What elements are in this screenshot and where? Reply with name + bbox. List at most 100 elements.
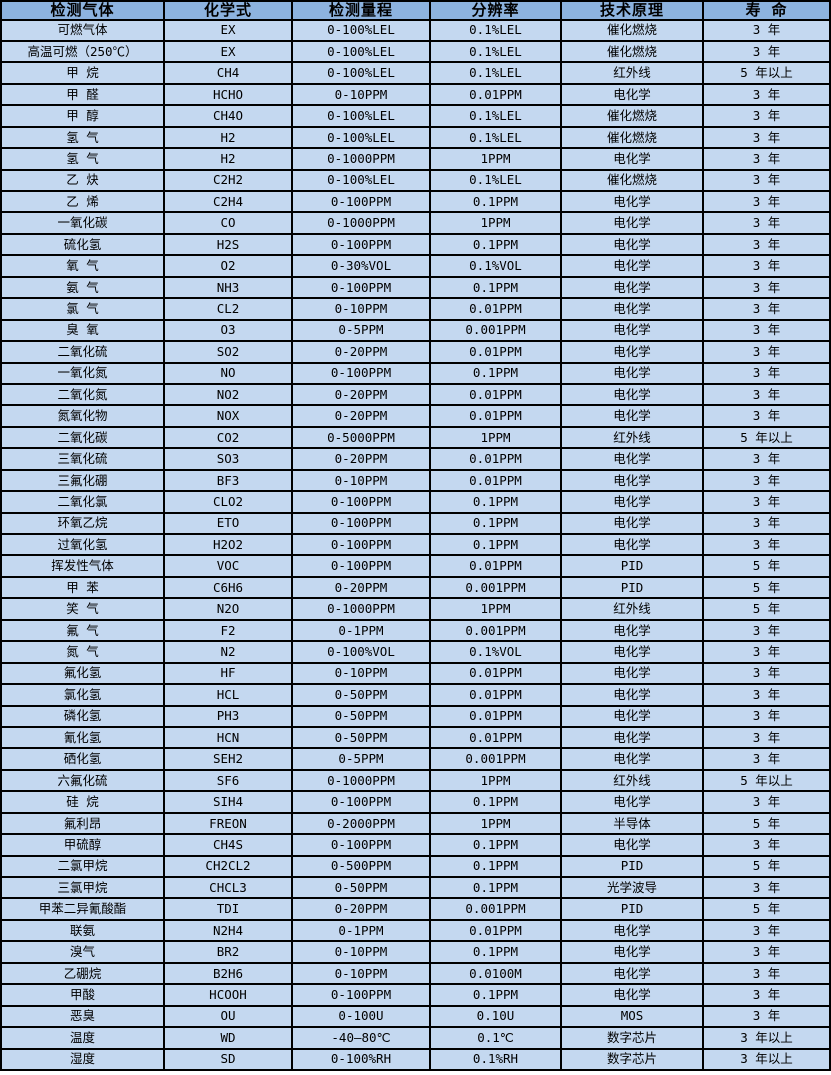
table-row: 三氯甲烷 CHCL3 0-50PPM 0.1PPM 光学波导 3 年: [0, 875, 831, 900]
cell-technology: 电化学: [560, 297, 704, 321]
cell-chemical-formula: SO2: [163, 340, 293, 364]
cell-detection-range: 0-100U: [291, 1004, 431, 1029]
cell-technology: 催化燃烧: [560, 168, 704, 193]
cell-technology: 电化学: [560, 189, 704, 214]
cell-resolution: 0.001PPM: [429, 575, 562, 600]
cell-detection-range: 0-100PPM: [291, 189, 431, 214]
cell-technology: 红外线: [560, 768, 704, 793]
cell-chemical-formula: NO2: [163, 382, 293, 407]
cell-detection-range: 0-10PPM: [291, 297, 431, 321]
cell-technology: 电化学: [560, 661, 704, 686]
table-row: 高温可燃（250℃） EX 0-100%LEL 0.1%LEL 催化燃烧 3 年: [0, 39, 831, 64]
cell-technology: PID: [560, 897, 704, 921]
cell-resolution: 0.01PPM: [429, 340, 562, 364]
cell-detection-range: 0-1PPM: [291, 618, 431, 643]
cell-detection-range: 0-1000PPM: [291, 147, 431, 171]
table-row: 氯化氢 HCL 0-50PPM 0.01PPM 电化学 3 年: [0, 683, 831, 707]
cell-detection-range: 0-10PPM: [291, 940, 431, 964]
cell-detection-range: 0-1000PPM: [291, 211, 431, 235]
cell-gas-name: 甲 烷: [0, 61, 165, 85]
cell-chemical-formula: HCL: [163, 683, 293, 707]
table-row: 氮 气 N2 0-100%VOL 0.1%VOL 电化学 3 年: [0, 640, 831, 664]
cell-resolution: 0.10U: [429, 1004, 562, 1029]
cell-chemical-formula: O3: [163, 318, 293, 343]
cell-resolution: 0.01PPM: [429, 704, 562, 728]
cell-gas-name: 氧 气: [0, 254, 165, 278]
cell-gas-name: 一氧化碳: [0, 211, 165, 235]
cell-technology: 电化学: [560, 275, 704, 300]
cell-lifespan: 5 年: [702, 575, 831, 600]
cell-chemical-formula: F2: [163, 618, 293, 643]
cell-lifespan: 3 年以上: [702, 1047, 831, 1071]
cell-technology: 电化学: [560, 82, 704, 107]
cell-chemical-formula: O2: [163, 254, 293, 278]
cell-gas-name: 氯化氢: [0, 683, 165, 707]
cell-gas-name: 氯 气: [0, 297, 165, 321]
cell-detection-range: 0-50PPM: [291, 875, 431, 900]
cell-lifespan: 5 年: [702, 554, 831, 578]
cell-lifespan: 3 年: [702, 683, 831, 707]
cell-resolution: 1PPM: [429, 597, 562, 621]
cell-detection-range: 0-100%LEL: [291, 125, 431, 150]
table-row: 甲酸 HCOOH 0-100PPM 0.1PPM 电化学 3 年: [0, 983, 831, 1007]
cell-technology: 半导体: [560, 811, 704, 836]
cell-chemical-formula: CH4: [163, 61, 293, 85]
cell-gas-name: 甲硫醇: [0, 833, 165, 857]
cell-resolution: 0.1PPM: [429, 940, 562, 964]
header-chemical-formula: 化学式: [163, 0, 293, 21]
cell-chemical-formula: SF6: [163, 768, 293, 793]
cell-lifespan: 5 年: [702, 897, 831, 921]
cell-resolution: 0.1℃: [429, 1026, 562, 1050]
cell-chemical-formula: HCN: [163, 725, 293, 750]
cell-detection-range: 0-100PPM: [291, 532, 431, 557]
cell-lifespan: 5 年: [702, 854, 831, 879]
cell-resolution: 0.1%RH: [429, 1047, 562, 1071]
header-gas-name: 检测气体: [0, 0, 165, 21]
cell-lifespan: 3 年: [702, 704, 831, 728]
cell-resolution: 0.01PPM: [429, 382, 562, 407]
cell-technology: 红外线: [560, 597, 704, 621]
cell-chemical-formula: SO3: [163, 447, 293, 471]
cell-resolution: 1PPM: [429, 211, 562, 235]
cell-gas-name: 氟利昂: [0, 811, 165, 836]
cell-chemical-formula: CH2CL2: [163, 854, 293, 879]
table-row: 氰化氢 HCN 0-50PPM 0.01PPM 电化学 3 年: [0, 725, 831, 750]
table-row: 恶臭 OU 0-100U 0.10U MOS 3 年: [0, 1004, 831, 1029]
cell-detection-range: 0-10PPM: [291, 961, 431, 986]
cell-resolution: 0.01PPM: [429, 468, 562, 493]
cell-lifespan: 3 年: [702, 382, 831, 407]
cell-lifespan: 5 年以上: [702, 61, 831, 85]
table-row: 一氧化氮 NO 0-100PPM 0.1PPM 电化学 3 年: [0, 361, 831, 385]
cell-technology: 电化学: [560, 447, 704, 471]
cell-resolution: 1PPM: [429, 147, 562, 171]
cell-gas-name: 六氟化硫: [0, 768, 165, 793]
cell-resolution: 0.1PPM: [429, 854, 562, 879]
cell-detection-range: 0-20PPM: [291, 404, 431, 428]
cell-detection-range: 0-1000PPM: [291, 768, 431, 793]
table-row: 过氧化氢 H2O2 0-100PPM 0.1PPM 电化学 3 年: [0, 532, 831, 557]
cell-detection-range: 0-100PPM: [291, 232, 431, 257]
cell-resolution: 1PPM: [429, 425, 562, 450]
cell-lifespan: 3 年: [702, 511, 831, 536]
cell-chemical-formula: NO: [163, 361, 293, 385]
cell-technology: PID: [560, 575, 704, 600]
table-row: 二氧化碳 CO2 0-5000PPM 1PPM 红外线 5 年以上: [0, 425, 831, 450]
cell-technology: 电化学: [560, 468, 704, 493]
table-row: 甲硫醇 CH4S 0-100PPM 0.1PPM 电化学 3 年: [0, 833, 831, 857]
cell-lifespan: 3 年: [702, 254, 831, 278]
cell-detection-range: 0-30%VOL: [291, 254, 431, 278]
cell-resolution: 0.01PPM: [429, 554, 562, 578]
cell-chemical-formula: HCHO: [163, 82, 293, 107]
cell-gas-name: 温度: [0, 1026, 165, 1050]
cell-technology: 光学波导: [560, 875, 704, 900]
cell-resolution: 1PPM: [429, 768, 562, 793]
cell-technology: 电化学: [560, 983, 704, 1007]
cell-resolution: 0.01PPM: [429, 725, 562, 750]
cell-detection-range: 0-5PPM: [291, 318, 431, 343]
cell-detection-range: 0-10PPM: [291, 468, 431, 493]
cell-lifespan: 3 年: [702, 875, 831, 900]
table-row: 氢 气 H2 0-1000PPM 1PPM 电化学 3 年: [0, 147, 831, 171]
cell-technology: 数字芯片: [560, 1026, 704, 1050]
cell-chemical-formula: C6H6: [163, 575, 293, 600]
cell-resolution: 0.1PPM: [429, 490, 562, 514]
